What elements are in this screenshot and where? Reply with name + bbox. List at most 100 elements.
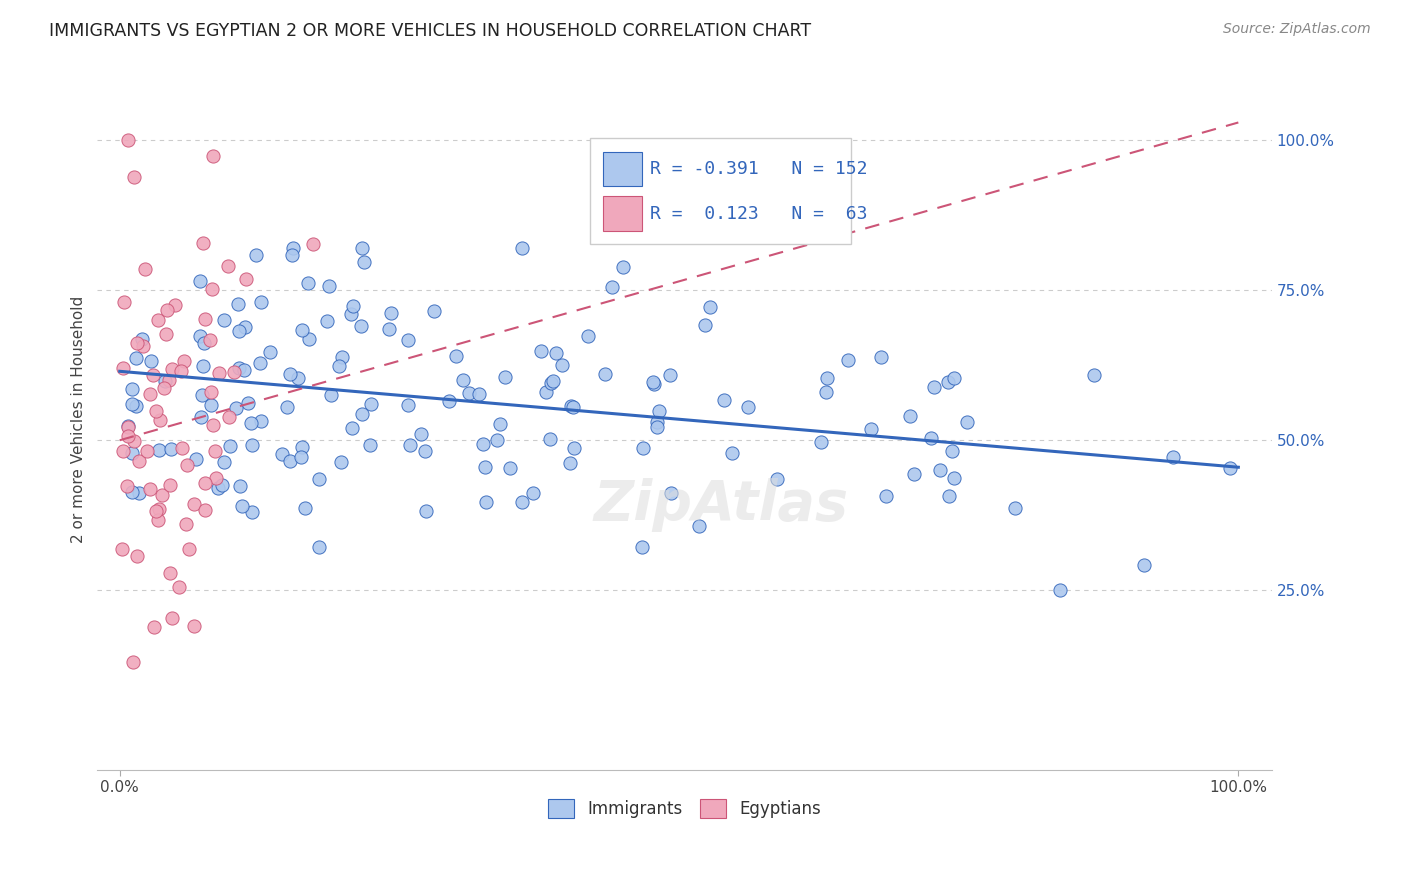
Point [659,368,682,382]
Point [159,566,181,580]
Point [1004,500,1026,515]
Point [641,375,664,389]
Point [122,434,145,448]
Point [250,295,273,310]
Point [231,499,253,513]
Point [149,413,172,427]
Point [117,133,139,147]
Point [920,431,942,445]
Point [201,417,224,432]
Point [938,489,960,503]
Point [211,478,233,492]
Point [560,399,582,413]
Point [318,279,340,293]
Point [534,384,557,399]
Point [659,486,682,500]
Point [145,503,167,517]
Point [229,479,252,493]
Point [142,620,165,634]
Point [194,475,217,490]
Point [302,237,325,252]
Point [398,438,420,452]
Point [593,368,616,382]
Point [471,437,494,451]
Point [188,274,211,288]
Point [131,339,153,353]
Point [699,300,721,314]
Point [342,299,364,313]
Point [423,303,446,318]
Point [561,400,583,414]
Point [474,459,496,474]
Point [543,374,565,388]
Point [340,307,363,321]
Point [544,345,567,359]
Point [176,458,198,473]
Point [378,322,401,336]
Point [146,312,169,326]
Point [562,441,585,455]
Point [308,472,330,486]
Point [444,349,467,363]
Point [278,367,301,381]
Point [150,488,173,502]
Point [576,329,599,343]
Point [1133,558,1156,572]
Point [522,486,544,500]
Point [631,540,654,554]
Point [415,504,437,518]
Point [350,319,373,334]
Point [191,359,214,373]
Point [160,442,183,456]
Point [139,482,162,496]
Point [1163,450,1185,464]
Point [190,410,212,425]
Point [183,619,205,633]
Point [475,495,498,509]
Point [340,421,363,435]
Point [204,444,226,458]
Point [942,471,965,485]
Point [249,356,271,370]
Point [188,328,211,343]
Point [207,482,229,496]
Legend: Immigrants, Egyptians: Immigrants, Egyptians [541,793,828,825]
Point [1083,368,1105,383]
Point [551,358,574,372]
Point [360,397,382,411]
Point [117,479,139,493]
Point [558,456,581,470]
Point [202,149,225,163]
Text: R = -0.391   N = 152: R = -0.391 N = 152 [650,160,868,178]
Point [228,360,250,375]
Point [122,169,145,184]
Point [837,352,859,367]
Point [142,368,165,382]
Point [643,376,665,391]
Point [155,375,177,389]
Point [121,485,143,500]
Point [219,439,242,453]
Point [294,500,316,515]
Point [117,420,139,434]
Point [693,318,716,332]
Point [134,261,156,276]
Point [172,442,194,456]
Point [413,444,436,458]
Point [922,380,945,394]
Point [224,365,246,379]
Point [276,401,298,415]
Point [163,298,186,312]
Point [648,404,671,418]
Point [183,497,205,511]
Point [290,440,312,454]
Point [875,489,897,503]
Point [212,455,235,469]
Point [290,450,312,464]
Point [238,396,260,410]
Point [259,344,281,359]
Point [870,351,893,365]
Point [486,433,509,447]
Point [228,324,250,338]
Point [232,363,254,377]
